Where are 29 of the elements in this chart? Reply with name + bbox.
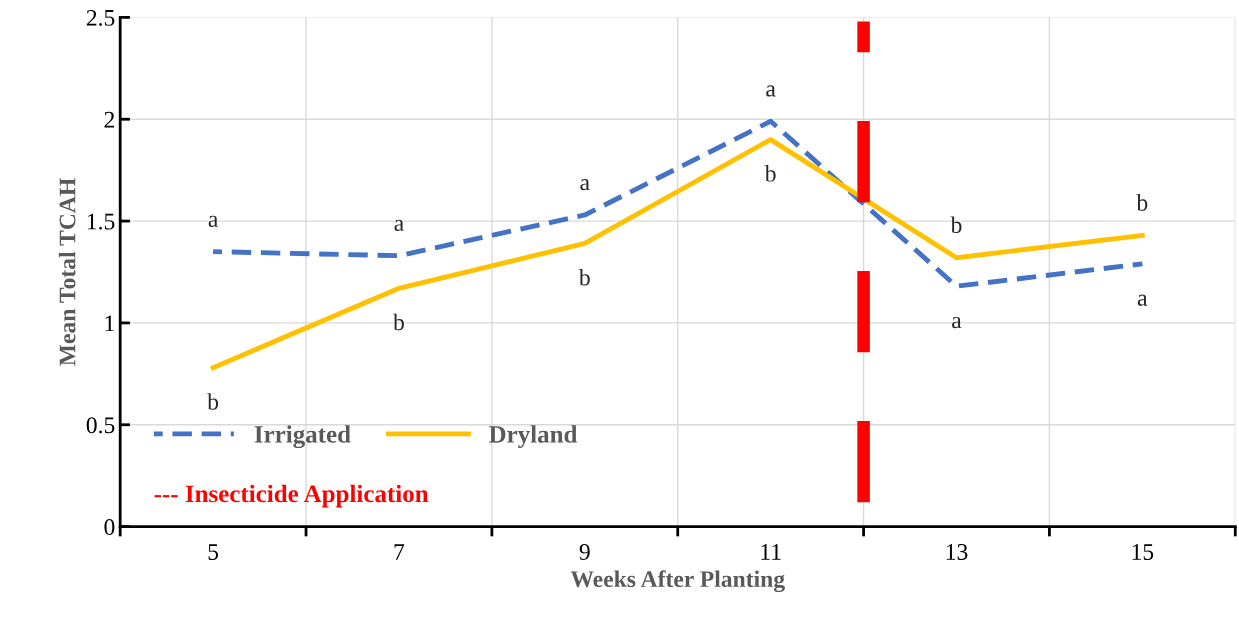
annotation: a bbox=[952, 316, 962, 329]
annotation: a bbox=[1137, 294, 1148, 306]
ref-line-label: --- Insecticide Application bbox=[154, 484, 429, 508]
y-tick-label: 1.5 bbox=[87, 213, 115, 230]
annotation: b bbox=[950, 216, 962, 234]
x-axis-title: Weeks After Planting bbox=[570, 570, 785, 593]
x-tick-label: 15 bbox=[1132, 544, 1154, 560]
annotation: b bbox=[764, 165, 776, 182]
annotation: a bbox=[580, 179, 590, 191]
x-tick-label: 11 bbox=[761, 544, 781, 560]
annotation: b bbox=[578, 268, 590, 286]
y-tick-label: 0 bbox=[104, 519, 115, 536]
annotation: a bbox=[394, 219, 404, 232]
x-tick-label: 9 bbox=[579, 544, 590, 560]
annotation: a bbox=[766, 85, 776, 97]
annotation: b bbox=[207, 393, 219, 410]
y-tick-label: 0.5 bbox=[86, 417, 115, 434]
y-tick-label: 2.5 bbox=[86, 9, 115, 26]
y-axis-title: Mean Total TCAH bbox=[58, 178, 76, 366]
x-tick-label: 7 bbox=[394, 544, 405, 560]
annotation: b bbox=[1136, 194, 1148, 211]
y-tick-label: 1 bbox=[105, 315, 114, 332]
annotation: b bbox=[393, 313, 404, 331]
legend-label: Dryland bbox=[488, 425, 578, 448]
legend-label: Irrigated bbox=[254, 425, 351, 449]
x-tick-label: 5 bbox=[208, 544, 219, 560]
y-tick-label: 2 bbox=[104, 111, 115, 128]
x-tick-label: 13 bbox=[946, 544, 968, 560]
annotation: a bbox=[208, 215, 219, 227]
